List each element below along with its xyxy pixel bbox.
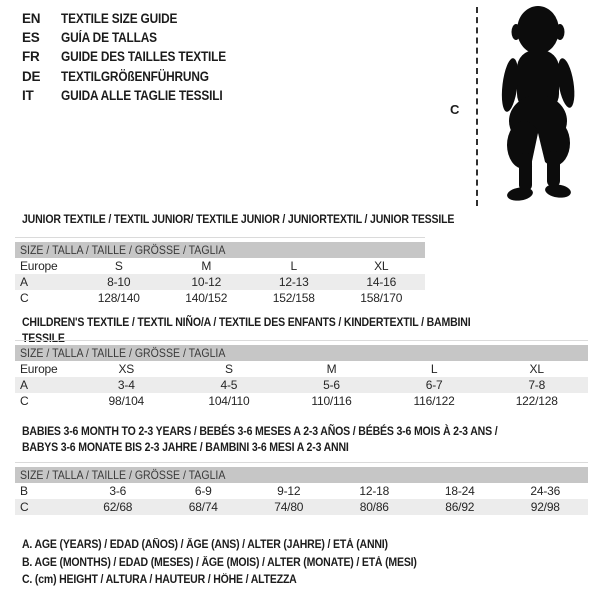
table-cell: 12-13 bbox=[278, 275, 309, 289]
table-cell: Europe bbox=[20, 259, 58, 273]
table-header-label: SIZE / TALLA / TAILLE / GRÖSSE / TAGLIA bbox=[20, 468, 226, 482]
table-cell: 158/170 bbox=[360, 291, 403, 305]
language-label: GUIDA ALLE TAGLIE TESSILI bbox=[61, 87, 223, 103]
table-row-height: C 62/68 68/74 74/80 80/86 86/92 92/98 bbox=[15, 499, 588, 515]
table-row-europe: Europe S M L XL bbox=[15, 258, 425, 274]
section-title-junior: JUNIOR TEXTILE / TEXTIL JUNIOR/ TEXTILE … bbox=[22, 212, 455, 226]
footnote-age-months: B. AGE (MONTHS) / EDAD (MESES) / ÂGE (MO… bbox=[22, 555, 417, 569]
footnote-age-years: A. AGE (YEARS) / EDAD (AÑOS) / ÂGE (ANS)… bbox=[22, 538, 388, 551]
table-cell: M bbox=[326, 362, 337, 376]
table-header-label: SIZE / TALLA / TAILLE / GRÖSSE / TAGLIA bbox=[20, 346, 226, 360]
table-cell: 128/140 bbox=[97, 291, 140, 305]
table-cell: 3-6 bbox=[109, 484, 127, 498]
table-cell: 92/98 bbox=[530, 500, 560, 514]
language-list: EN TEXTILE SIZE GUIDE ES GUÍA DE TALLAS … bbox=[22, 9, 249, 105]
size-table-children: SIZE / TALLA / TAILLE / GRÖSSE / TAGLIA … bbox=[15, 340, 588, 409]
table-header-label: SIZE / TALLA / TAILLE / GRÖSSE / TAGLIA bbox=[20, 243, 226, 257]
table-cell: 140/152 bbox=[185, 291, 228, 305]
footnotes: A. AGE (YEARS) / EDAD (AÑOS) / ÂGE (ANS)… bbox=[22, 536, 461, 589]
table-cell: 8-10 bbox=[107, 275, 131, 289]
language-label: GUÍA DE TALLAS bbox=[61, 30, 157, 46]
language-code: IT bbox=[22, 87, 34, 103]
table-header-row: SIZE / TALLA / TAILLE / GRÖSSE / TAGLIA bbox=[15, 242, 425, 258]
table-cell: 3-4 bbox=[117, 378, 135, 392]
table-cell: S bbox=[224, 362, 233, 376]
size-table-junior: SIZE / TALLA / TAILLE / GRÖSSE / TAGLIA … bbox=[15, 237, 425, 306]
table-cell: 98/104 bbox=[108, 394, 145, 408]
table-row-months: B 3-6 6-9 9-12 12-18 18-24 24-36 bbox=[15, 483, 588, 499]
table-cell: 80/86 bbox=[359, 500, 389, 514]
table-cell: 62/68 bbox=[103, 500, 133, 514]
language-label: GUIDE DES TAILLES TEXTILE bbox=[61, 49, 227, 65]
language-code: DE bbox=[22, 68, 41, 84]
language-code: EN bbox=[22, 11, 41, 26]
table-row-europe: Europe XS S M L XL bbox=[15, 361, 588, 377]
table-cell: 4-5 bbox=[220, 378, 238, 392]
table-cell: 74/80 bbox=[274, 500, 304, 514]
table-cell: C bbox=[20, 500, 29, 514]
table-cell: 86/92 bbox=[445, 500, 475, 514]
table-header-row: SIZE / TALLA / TAILLE / GRÖSSE / TAGLIA bbox=[15, 467, 588, 483]
table-cell: 5-6 bbox=[323, 378, 340, 392]
language-code: FR bbox=[22, 49, 40, 65]
table-cell: C bbox=[20, 291, 29, 305]
table-cell: 110/116 bbox=[311, 394, 352, 408]
table-top-rule bbox=[15, 462, 588, 463]
table-cell: 122/128 bbox=[515, 394, 558, 408]
table-cell: 24-36 bbox=[530, 484, 561, 498]
table-cell: L bbox=[290, 259, 298, 273]
height-measure-label: C bbox=[450, 102, 460, 117]
size-table-babies: SIZE / TALLA / TAILLE / GRÖSSE / TAGLIA … bbox=[15, 462, 588, 515]
language-row-it: IT GUIDA ALLE TAGLIE TESSILI bbox=[22, 86, 249, 105]
table-cell: 6-7 bbox=[425, 378, 443, 392]
table-row-age: A 8-10 10-12 12-13 14-16 bbox=[15, 274, 425, 290]
table-cell: M bbox=[201, 259, 212, 273]
table-row-height: C 128/140 140/152 152/158 158/170 bbox=[15, 290, 425, 306]
toddler-silhouette-icon bbox=[501, 6, 575, 201]
table-cell: 10-12 bbox=[191, 275, 222, 289]
table-row-height: C 98/104 104/110 110/116 116/122 122/128 bbox=[15, 393, 588, 409]
table-row-age: A 3-4 4-5 5-6 6-7 7-8 bbox=[15, 377, 588, 393]
table-cell: XL bbox=[374, 259, 389, 273]
language-row-en: EN TEXTILE SIZE GUIDE bbox=[22, 9, 249, 28]
language-code: ES bbox=[22, 30, 40, 46]
language-row-fr: FR GUIDE DES TAILLES TEXTILE bbox=[22, 47, 249, 66]
language-row-de: DE TEXTILGRÖßENFÜHRUNG bbox=[22, 67, 249, 86]
table-cell: 12-18 bbox=[359, 484, 390, 498]
table-cell: 116/122 bbox=[413, 394, 455, 408]
table-cell: 9-12 bbox=[277, 484, 301, 498]
table-cell: XS bbox=[118, 362, 135, 376]
language-label: TEXTILE SIZE GUIDE bbox=[61, 11, 178, 26]
table-cell: C bbox=[20, 394, 29, 408]
height-measure-line bbox=[476, 7, 478, 206]
footnote-height-cm: C. (cm) HEIGHT / ALTURA / HAUTEUR / HÖHE… bbox=[22, 573, 297, 586]
section-title-children: CHILDREN'S TEXTILE / TEXTIL NIÑO/A / TEX… bbox=[22, 315, 471, 345]
table-cell: A bbox=[20, 275, 28, 289]
table-top-rule bbox=[15, 340, 588, 341]
table-cell: S bbox=[114, 259, 123, 273]
table-cell: 14-16 bbox=[366, 275, 397, 289]
table-cell: L bbox=[430, 362, 438, 376]
table-cell: 152/158 bbox=[272, 291, 315, 305]
table-cell: XL bbox=[529, 362, 544, 376]
table-top-rule bbox=[15, 237, 425, 238]
language-row-es: ES GUÍA DE TALLAS bbox=[22, 28, 249, 47]
language-label: TEXTILGRÖßENFÜHRUNG bbox=[61, 68, 209, 84]
table-cell: Europe bbox=[20, 362, 58, 376]
table-header-row: SIZE / TALLA / TAILLE / GRÖSSE / TAGLIA bbox=[15, 345, 588, 361]
table-cell: A bbox=[20, 378, 28, 392]
table-cell: 18-24 bbox=[444, 484, 475, 498]
table-cell: 6-9 bbox=[194, 484, 212, 498]
table-cell: B bbox=[20, 484, 28, 498]
table-cell: 7-8 bbox=[528, 378, 546, 392]
table-cell: 68/74 bbox=[188, 500, 218, 514]
section-title-babies: BABIES 3-6 MONTH TO 2-3 YEARS / BEBÉS 3-… bbox=[22, 424, 498, 454]
table-cell: 104/110 bbox=[208, 394, 250, 408]
